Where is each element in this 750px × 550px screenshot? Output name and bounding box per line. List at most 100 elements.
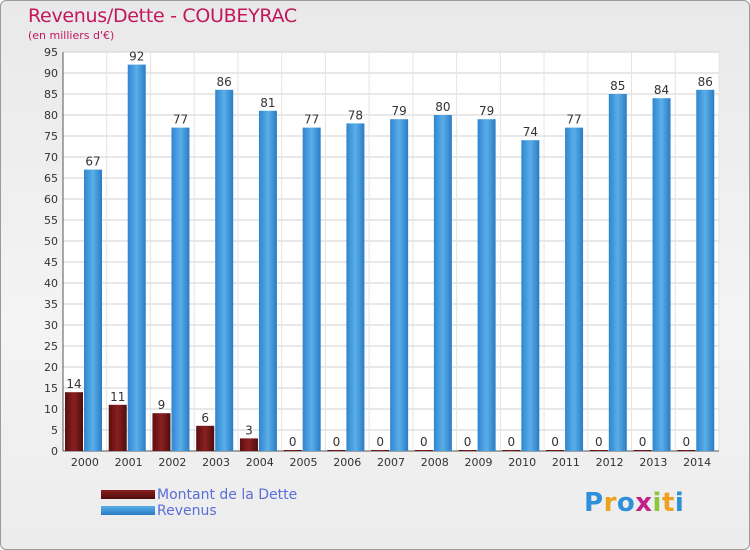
x-tick-label: 2003 [202,456,230,469]
debt-bar [589,450,608,451]
debt-bar [371,450,390,451]
y-tick-label: 45 [44,256,58,269]
debt-value-label: 11 [110,390,125,404]
x-tick-label: 2014 [683,456,711,469]
debt-bar [283,450,302,451]
debt-value-label: 0 [551,435,559,449]
debt-bar [196,425,215,451]
x-tick-label: 2012 [596,456,624,469]
x-tick-label: 2009 [464,456,492,469]
y-tick-label: 10 [44,403,58,416]
revenue-value-label: 86 [698,75,713,89]
revenue-value-label: 79 [391,104,406,118]
debt-value-label: 6 [201,411,209,425]
revenue-bar [433,115,452,451]
y-tick-label: 55 [44,214,58,227]
y-tick-label: 70 [44,151,58,164]
revenue-value-label: 92 [129,50,144,64]
revenue-value-label: 77 [566,113,581,127]
y-tick-label: 30 [44,319,58,332]
y-tick-label: 35 [44,298,58,311]
x-tick-label: 2007 [377,456,405,469]
y-tick-label: 25 [44,340,58,353]
debt-bar [65,392,83,451]
x-tick-label: 2011 [552,456,580,469]
y-tick-label: 95 [44,46,58,59]
y-tick-label: 15 [44,382,58,395]
x-tick-label: 2002 [158,456,186,469]
x-tick-label: 2006 [333,456,361,469]
bars-layer [65,64,715,452]
labels-layer: 14 67 11 92 9 77 6 86 3 81 0 77 0 78 0 79 0 80 0 79 0 74 0 77 0 8… [66,50,713,449]
revenue-bar [84,169,102,451]
revenue-bar [302,127,321,451]
revenue-value-label: 79 [479,104,494,118]
debt-value-label: 0 [289,435,297,449]
debt-bar [677,450,696,451]
revenue-value-label: 81 [260,96,275,110]
legend-label-debt: Montant de la Dette [157,487,298,503]
revenue-bar [390,119,409,451]
y-tick-label: 60 [44,193,58,206]
debt-value-label: 0 [420,435,428,449]
y-tick-label: 75 [44,130,58,143]
legend-label-revenue: Revenus [157,503,217,519]
y-tick-label: 50 [44,235,58,248]
debt-bar [633,450,652,451]
y-tick-label: 65 [44,172,58,185]
debt-value-label: 14 [66,377,81,391]
revenue-value-label: 85 [610,79,625,93]
x-tick-label: 2004 [246,456,274,469]
y-tick-label: 80 [44,109,58,122]
y-tick-label: 85 [44,88,58,101]
x-tick-label: 2000 [71,456,99,469]
debt-value-label: 0 [639,435,647,449]
revenue-bar [171,127,190,451]
debt-bar [502,450,521,451]
revenue-value-label: 74 [523,125,538,139]
revenue-bar [258,110,277,452]
x-tick-label: 2010 [508,456,536,469]
debt-value-label: 0 [333,435,341,449]
revenue-value-label: 86 [217,75,232,89]
revenue-bar [477,119,496,451]
debt-value-label: 0 [464,435,472,449]
debt-value-label: 0 [595,435,603,449]
revenue-value-label: 80 [435,100,450,114]
x-tick-label: 2013 [639,456,667,469]
y-tick-label: 90 [44,67,58,80]
y-tick-label: 20 [44,361,58,374]
x-tick-label: 2001 [115,456,143,469]
debt-value-label: 9 [158,398,166,412]
revenue-bar [565,127,584,451]
debt-bar [239,438,258,451]
revenue-value-label: 84 [654,83,669,97]
debt-value-label: 0 [376,435,384,449]
legend-swatch-debt [101,490,155,499]
debt-bar [546,450,565,451]
debt-value-label: 3 [245,423,253,437]
revenue-value-label: 77 [304,113,319,127]
x-tick-label: 2008 [421,456,449,469]
revenue-bar [652,98,671,451]
revenue-bar [346,123,365,452]
x-tick-label: 2005 [290,456,318,469]
debt-bar [327,450,346,451]
debt-bar [414,450,433,451]
debt-value-label: 0 [682,435,690,449]
revenue-value-label: 67 [85,155,100,169]
revenue-bar [608,94,627,451]
debt-bar [152,413,171,451]
revenue-value-label: 77 [173,113,188,127]
proxiti-logo: Proxiti [584,488,685,518]
y-tick-label: 40 [44,277,58,290]
debt-bar [458,450,477,451]
y-tick-label: 5 [51,424,58,437]
revenue-value-label: 78 [348,108,363,122]
revenue-bar [521,140,540,451]
revenue-bar [696,89,715,452]
y-tick-label: 0 [51,445,58,458]
legend-swatch-revenue [101,506,155,515]
